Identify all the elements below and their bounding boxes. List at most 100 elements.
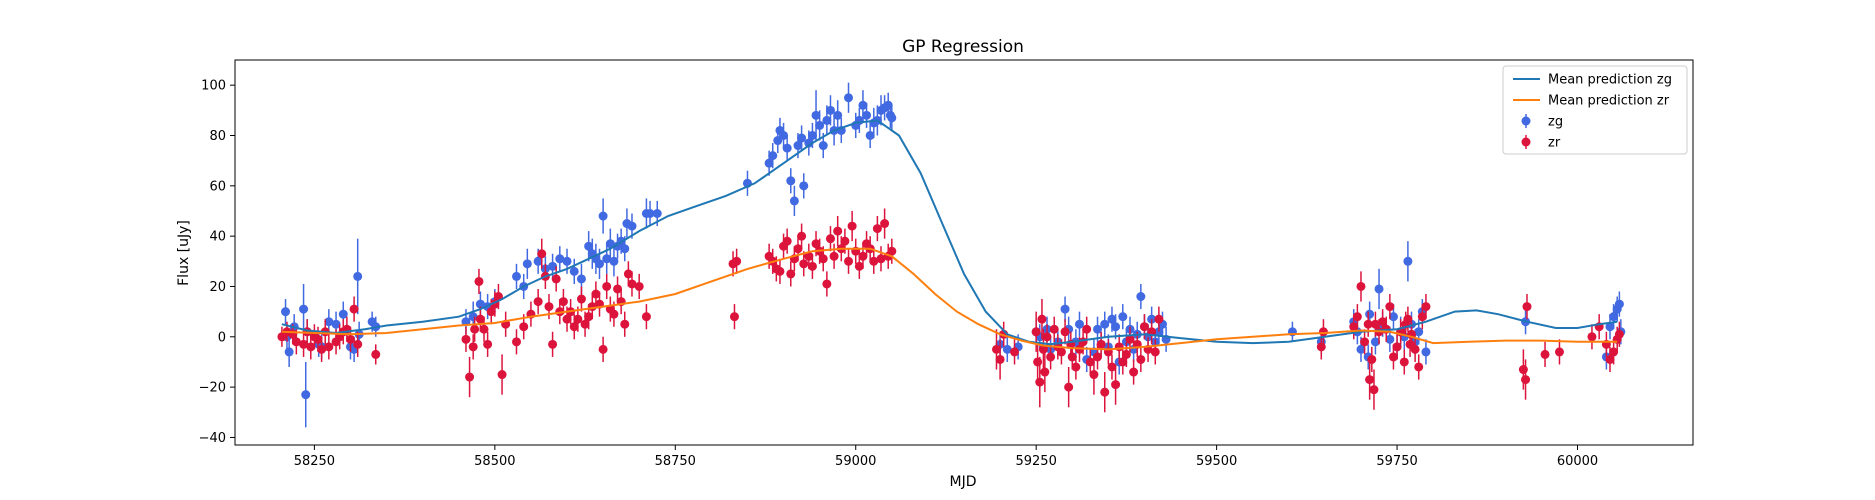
chart-title: GP Regression <box>902 37 1024 57</box>
point-zr <box>548 339 558 349</box>
line-mean-prediction-zg <box>281 119 1618 346</box>
point-zr <box>1360 337 1370 347</box>
point-zg <box>1136 292 1146 302</box>
point-zr <box>1067 352 1077 362</box>
point-zr <box>1403 314 1413 324</box>
point-zr <box>609 309 619 319</box>
point-zr <box>537 249 547 259</box>
point-zg <box>511 271 521 281</box>
point-zr <box>1085 357 1095 367</box>
point-zg <box>1403 256 1413 266</box>
point-zr <box>811 239 821 249</box>
x-tick-label: 59000 <box>835 454 876 469</box>
point-zg <box>548 261 558 271</box>
point-zr <box>840 236 850 246</box>
point-zr <box>623 269 633 279</box>
point-zr <box>1370 319 1380 329</box>
point-zr <box>1107 362 1117 372</box>
point-zr <box>317 344 327 354</box>
point-zr <box>1010 347 1020 357</box>
point-zg <box>284 347 294 357</box>
point-zg <box>1118 312 1128 322</box>
point-zr <box>580 319 590 329</box>
point-zr <box>468 342 478 352</box>
point-zr <box>1554 347 1564 357</box>
point-zg <box>1365 309 1375 319</box>
point-zr <box>497 370 507 380</box>
point-zr <box>786 269 796 279</box>
point-zr <box>1056 347 1066 357</box>
point-zg <box>797 133 807 143</box>
point-zr <box>627 279 637 289</box>
point-zg <box>865 130 875 140</box>
point-zr <box>793 244 803 254</box>
legend-label: zr <box>1548 136 1561 151</box>
point-zr <box>584 312 594 322</box>
point-zr <box>804 251 814 261</box>
series-zg <box>281 82 1626 428</box>
point-zr <box>1042 332 1052 342</box>
point-zr <box>1414 362 1424 372</box>
point-zg <box>569 266 579 276</box>
point-zg <box>807 130 817 140</box>
line-mean-prediction-zr <box>281 247 1618 351</box>
point-zg <box>301 390 311 400</box>
y-tick-label: 100 <box>201 79 226 94</box>
point-zr <box>1125 334 1135 344</box>
point-zg <box>576 274 586 284</box>
point-zg <box>338 309 348 319</box>
point-zg <box>1107 314 1117 324</box>
point-zg <box>595 259 604 269</box>
x-tick-label: 58500 <box>474 454 515 469</box>
point-zr <box>486 307 496 317</box>
point-zg <box>786 176 796 186</box>
point-zg <box>1370 337 1380 347</box>
point-zr <box>1385 302 1395 312</box>
point-zr <box>1096 339 1106 349</box>
point-zr <box>1093 352 1103 362</box>
point-zr <box>1111 380 1121 390</box>
point-zr <box>634 281 644 291</box>
point-zr <box>797 231 807 241</box>
point-zg <box>468 312 478 322</box>
point-zg <box>793 141 803 151</box>
point-zr <box>887 246 897 256</box>
point-zg <box>652 208 662 218</box>
point-zr <box>576 294 586 304</box>
point-zr <box>1540 349 1550 359</box>
point-zr <box>324 342 334 352</box>
point-zg <box>609 256 619 266</box>
x-tick-label: 58250 <box>294 454 335 469</box>
y-tick-label: 20 <box>209 280 226 295</box>
point-zr <box>1037 314 1047 324</box>
point-zr <box>1349 322 1359 332</box>
point-zr <box>822 279 832 289</box>
point-zr <box>1049 324 1059 334</box>
point-zr <box>1365 375 1375 385</box>
point-zr <box>479 324 489 334</box>
point-zr <box>995 354 1005 364</box>
point-zg <box>602 254 612 264</box>
point-zr <box>1100 387 1110 397</box>
point-zg <box>1374 284 1384 294</box>
point-zr <box>306 342 316 352</box>
point-zg <box>281 307 291 317</box>
point-zg <box>1060 304 1070 314</box>
axes-frame <box>234 59 1694 446</box>
point-zg <box>1388 312 1398 322</box>
point-zg <box>353 271 363 281</box>
point-zr <box>782 236 792 246</box>
point-zr <box>562 314 572 324</box>
point-zg <box>1093 324 1103 334</box>
point-zr <box>1378 317 1388 327</box>
point-zr <box>1417 312 1427 322</box>
point-zr <box>1399 357 1409 367</box>
point-zr <box>818 254 828 264</box>
point-zg <box>1414 327 1424 337</box>
point-zr <box>349 304 359 314</box>
point-zr <box>1410 344 1420 354</box>
point-zg <box>1614 299 1624 309</box>
point-zg <box>324 317 334 327</box>
x-tick-label: 60000 <box>1557 454 1598 469</box>
